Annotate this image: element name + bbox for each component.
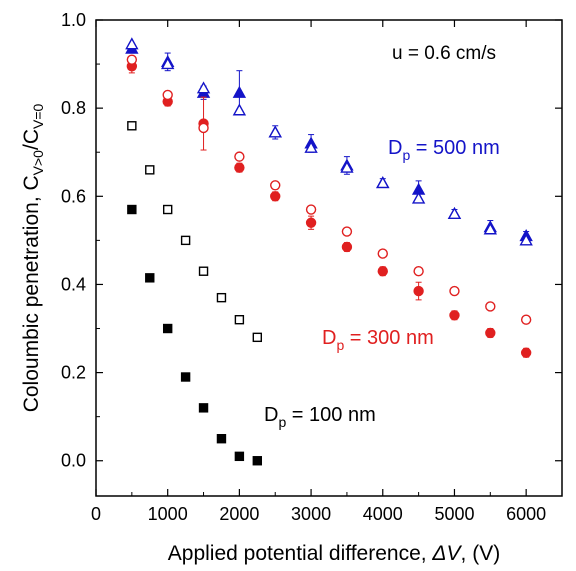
data-point-circle-filled: [305, 217, 317, 228]
annotation-velocity: u = 0.6 cm/s: [392, 43, 496, 64]
y-tick-label: 0.6: [61, 186, 86, 206]
data-point-square-filled: [127, 204, 137, 215]
x-tick-label: 4000: [363, 504, 403, 524]
data-point-triangle-filled: [232, 85, 247, 98]
data-point-triangle-open: [519, 233, 533, 246]
data-point-square-open: [198, 266, 209, 276]
annotation-100nm-sub: p: [278, 414, 286, 430]
data-point-square-open: [252, 332, 263, 343]
data-point-circle-filled: [520, 347, 532, 358]
data-point-circle-open: [449, 285, 460, 297]
data-point-circle-open: [270, 180, 281, 191]
data-point-triangle-open: [483, 222, 497, 235]
annotation-100nm: Dp = 100 nm: [264, 404, 376, 430]
data-point-circle-open: [305, 204, 317, 215]
y-tick-label: 0.2: [61, 363, 86, 383]
data-point-square-open: [216, 292, 227, 303]
plot-frame: [95, 19, 563, 497]
data-point-triangle-open: [447, 206, 462, 220]
annotation-300nm: Dp = 300 nm: [322, 327, 434, 353]
data-point-square-filled: [216, 434, 227, 444]
annotation-500nm: Dp = 500 nm: [388, 137, 500, 163]
data-point-circle-filled: [341, 241, 353, 253]
y-tick-label: 0.8: [61, 98, 86, 118]
data-point-circle-open: [198, 122, 209, 134]
data-point-square-filled: [234, 451, 245, 462]
data-point-circle-filled: [270, 191, 281, 202]
x-tick-label: 1000: [148, 504, 188, 524]
data-point-circle-filled: [485, 327, 496, 339]
data-point-triangle-open: [196, 81, 211, 94]
y-tick-label: 0.0: [61, 451, 86, 471]
data-point-circle-filled: [377, 266, 388, 277]
x-axis-label-symbol: ΔV: [431, 542, 462, 565]
y-axis-label-mid: /C: [20, 129, 43, 150]
data-point-square-filled: [198, 403, 209, 413]
data-point-circle-open: [162, 89, 173, 101]
x-tick-label: 0: [91, 504, 101, 524]
data-point-triangle-open: [125, 37, 139, 50]
data-point-triangle-open: [304, 140, 318, 153]
annotation-100nm-rest: = 100 nm: [286, 404, 376, 426]
data-marks: [125, 37, 533, 466]
data-point-triangle-open: [268, 125, 282, 138]
annotation-100nm-d: D: [264, 404, 278, 426]
x-tick-label: 6000: [506, 504, 546, 524]
data-point-triangle-open: [340, 160, 354, 173]
data-point-circle-open: [126, 54, 138, 65]
x-axis-label-unit: , (V): [461, 542, 501, 565]
annotation-300nm-sub: p: [336, 337, 344, 353]
y-tick-label: 0.4: [61, 274, 86, 294]
y-axis-label-sub2: V=0: [30, 104, 46, 130]
x-tick-label: 5000: [434, 504, 474, 524]
data-point-square-open: [234, 315, 245, 325]
data-point-square-filled: [180, 372, 191, 382]
data-point-circle-filled: [449, 310, 460, 321]
data-point-circle-open: [234, 151, 245, 162]
annotation-500nm-d: D: [388, 137, 402, 159]
annotation-300nm-d: D: [322, 327, 336, 349]
x-tick-label: 2000: [219, 504, 259, 524]
annotation-500nm-sub: p: [402, 147, 410, 163]
data-point-square-filled: [252, 456, 263, 466]
axis-ticks: 0 1000 2000 3000 4000 5000 6000 0.0 0.2 0.4 0.6 0.8…: [61, 10, 562, 524]
data-point-circle-filled: [413, 285, 424, 297]
x-axis-label-main: Applied potential difference,: [168, 542, 433, 565]
y-axis-label: Coloumbic penetration, CV>0/CV=0: [20, 104, 46, 413]
data-point-square-open: [127, 121, 137, 131]
data-point-circle-filled: [234, 162, 245, 173]
annotation-300nm-rest: = 300 nm: [344, 327, 434, 349]
x-tick-label: 3000: [291, 504, 331, 524]
data-point-triangle-open: [376, 176, 390, 189]
data-point-triangle-open: [161, 57, 175, 70]
data-point-triangle-open: [232, 103, 247, 116]
data-point-square-filled: [162, 323, 173, 334]
y-axis-label-main: Coloumbic penetration, C: [20, 175, 43, 412]
y-tick-label: 1.0: [61, 10, 86, 30]
data-point-circle-open: [341, 226, 353, 237]
data-point-triangle-open: [411, 191, 426, 204]
data-point-circle-open: [413, 266, 424, 277]
data-point-circle-open: [485, 301, 496, 312]
data-point-square-open: [145, 165, 155, 175]
data-point-square-open: [162, 204, 173, 215]
y-axis-label-sub1: V>0: [30, 150, 46, 176]
x-axis-label: Applied potential difference, ΔV, (V): [168, 542, 500, 565]
data-point-square-filled: [145, 273, 155, 283]
data-point-circle-open: [520, 314, 532, 325]
annotation-500nm-rest: = 500 nm: [410, 137, 500, 159]
data-point-square-open: [180, 235, 191, 246]
data-point-circle-open: [377, 248, 388, 259]
